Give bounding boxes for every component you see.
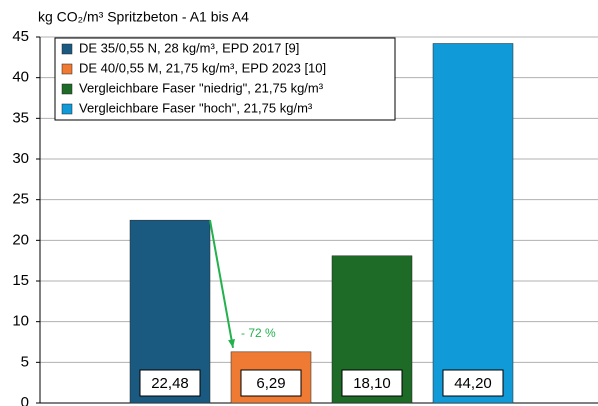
annotation-arrow (209, 219, 234, 349)
legend-swatch (61, 43, 73, 55)
y-tick-label: 45 (12, 28, 29, 45)
y-tick-label: 25 (12, 191, 29, 208)
legend-swatch (61, 83, 73, 95)
legend-box (54, 37, 396, 121)
arrow-head (228, 339, 235, 348)
y-tick-label: 0 (21, 394, 29, 406)
value-label-box (341, 369, 403, 397)
y-tick-label: 20 (12, 231, 29, 248)
value-label-box (139, 369, 201, 397)
legend-label: Vergleichbare Faser "niedrig", 21,75 kg/… (79, 80, 324, 95)
value-label: 18,10 (353, 375, 391, 392)
bar (432, 43, 514, 404)
annotation: - 72 % (241, 326, 276, 340)
legend-label: DE 35/0,55 N, 28 kg/m³, EPD 2017 [9] (79, 40, 299, 55)
y-tick-label: 15 (12, 272, 29, 289)
chart-title: kg CO₂/m³ Spritzbeton - A1 bis A4 (38, 9, 249, 25)
y-tick-label: 30 (12, 150, 29, 167)
legend-label: DE 40/0,55 M, 21,75 kg/m³, EPD 2023 [10] (79, 60, 326, 75)
y-tick-label: 35 (12, 109, 29, 126)
value-label-box (442, 369, 504, 397)
y-tick-label: 5 (21, 353, 29, 370)
legend-label: Vergleichbare Faser "hoch", 21,75 kg/m³ (79, 100, 313, 115)
legend-swatch (61, 103, 73, 115)
value-label: 44,20 (454, 375, 492, 392)
legend-swatch (61, 63, 73, 75)
value-label: 22,48 (151, 375, 189, 392)
value-label: 6,29 (256, 375, 285, 392)
y-tick-label: 40 (12, 69, 29, 86)
legend: DE 35/0,55 N, 28 kg/m³, EPD 2017 [9] DE 4… (54, 37, 396, 121)
value-label-box (240, 369, 302, 397)
y-tick-label: 10 (12, 313, 29, 330)
